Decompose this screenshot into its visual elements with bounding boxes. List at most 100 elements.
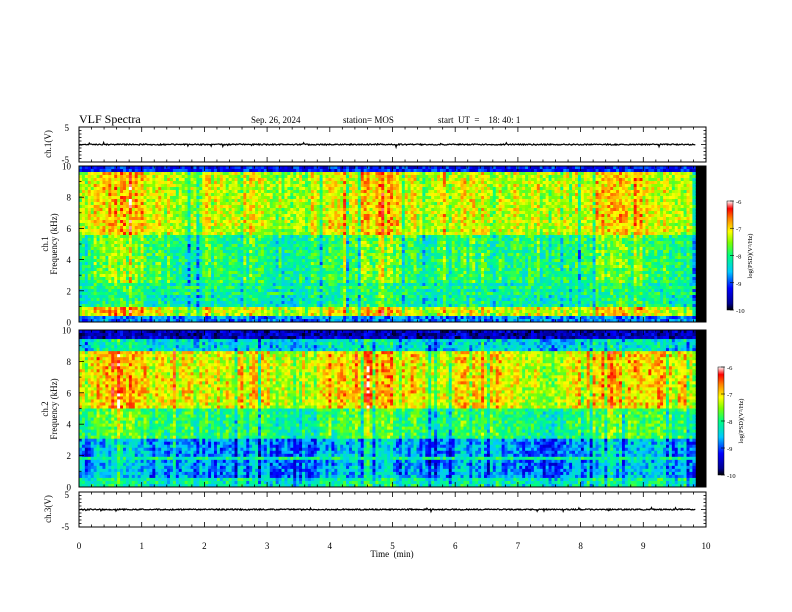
spectrogram-cell	[190, 244, 194, 248]
spectrogram-cell	[328, 253, 332, 257]
spectrogram-cell	[196, 268, 200, 272]
figure-start-time: start UT = 18: 40: 1	[438, 115, 520, 125]
spectrogram-cell	[337, 187, 341, 191]
spectrogram-cell	[146, 169, 150, 173]
spectrogram-cell	[216, 295, 221, 299]
spectrogram-cell	[334, 304, 338, 308]
spectrogram-cell	[172, 247, 177, 251]
spectrogram-cell	[272, 319, 277, 323]
spectrogram-cell	[169, 190, 174, 194]
spectrogram-cell	[316, 175, 321, 179]
spectrogram-cell	[290, 169, 294, 173]
spectrogram-cell	[243, 256, 247, 260]
spectrogram-cell	[240, 211, 244, 215]
spectrogram-cell	[87, 316, 92, 320]
spectrogram-cell	[255, 316, 259, 320]
spectrogram-cell	[313, 202, 318, 206]
spectrogram-cell	[164, 190, 168, 194]
spectrogram-cell	[331, 178, 335, 182]
spectrogram-cell	[134, 265, 139, 269]
spectrogram-cell	[319, 277, 323, 281]
spectrogram-cell	[302, 280, 306, 284]
spectrogram-cell	[340, 169, 344, 173]
spectrogram-cell	[228, 310, 233, 314]
spectrogram-cell	[263, 265, 268, 269]
spectrogram-cell	[137, 211, 142, 215]
spectrogram-cell	[343, 259, 347, 263]
spectrogram-cell	[187, 307, 191, 311]
spectrogram-cell	[93, 178, 97, 182]
spectrogram-cell	[196, 211, 200, 215]
spectrogram-cell	[258, 178, 262, 182]
spectrogram-cell	[199, 226, 203, 230]
spectrogram-cell	[351, 181, 356, 185]
spectrogram-cell	[216, 268, 221, 272]
spectrogram-cell	[205, 190, 209, 194]
spectrogram-cell	[228, 292, 233, 296]
spectrogram-cell	[293, 211, 297, 215]
spectrogram-cell	[219, 172, 224, 176]
spectrogram-cell	[181, 199, 186, 203]
spectrogram-cell	[246, 172, 250, 176]
spectrogram-cell	[334, 280, 338, 284]
spectrogram-cell	[211, 250, 215, 254]
spectrogram-cell	[161, 193, 165, 197]
spectrogram-cell	[146, 283, 150, 287]
spectrogram-cell	[293, 265, 297, 269]
spectrogram-cell	[205, 229, 209, 233]
spectrogram-cell	[304, 229, 309, 233]
spectrogram-cell	[304, 247, 309, 251]
spectrogram-cell	[111, 217, 115, 221]
spectrogram-cell	[319, 250, 323, 254]
spectrogram-cell	[293, 247, 297, 251]
spectrogram-cell	[275, 265, 279, 269]
spectrogram-cell	[287, 211, 291, 215]
spectrogram-cell	[302, 175, 306, 179]
spectrogram-cell	[114, 316, 118, 320]
spectrogram-cell	[117, 172, 121, 176]
spectrogram-cell	[161, 217, 165, 221]
spectrogram-cell	[304, 178, 309, 182]
spectrogram-cell	[284, 205, 288, 209]
spectrogram-cell	[299, 289, 303, 293]
spectrogram-cell	[243, 232, 247, 236]
spectrogram-cell	[167, 223, 171, 227]
spectrogram-cell	[258, 217, 262, 221]
spectrogram-cell	[302, 202, 306, 206]
spectrogram-cell	[310, 187, 315, 191]
spectrogram-cell	[278, 277, 282, 281]
spectrogram-cell	[105, 313, 109, 317]
spectrogram-cell	[316, 190, 321, 194]
spectrogram-cell	[131, 199, 136, 203]
spectrogram-cell	[272, 268, 277, 272]
spectrogram-cell	[290, 208, 294, 212]
spectrogram-cell	[237, 274, 241, 278]
spectrogram-cell	[260, 253, 265, 257]
spectrogram-cell	[167, 292, 171, 296]
spectrogram-cell	[93, 217, 97, 221]
spectrogram-cell	[205, 286, 209, 290]
spectrogram-cell	[231, 187, 235, 191]
spectrogram-cell	[184, 169, 188, 173]
spectrogram-cell	[346, 271, 350, 275]
spectrogram-cell	[102, 262, 106, 266]
spectrogram-cell	[310, 292, 315, 296]
spectrogram-cell	[234, 211, 238, 215]
spectrogram-cell	[293, 238, 297, 242]
spectrogram-cell	[293, 319, 297, 323]
spectrogram-cell	[246, 292, 250, 296]
spectrogram-cell	[134, 166, 139, 170]
spectrogram-cell	[240, 277, 244, 281]
spectrogram-cell	[152, 292, 156, 296]
spectrogram-cell	[111, 271, 115, 275]
spectrogram-cell	[337, 310, 341, 314]
spectrogram-cell	[131, 211, 136, 215]
spectrogram-cell	[331, 250, 335, 254]
spectrogram-cell	[187, 184, 191, 188]
spectrogram-cell	[325, 223, 329, 227]
spectrogram-cell	[90, 205, 95, 209]
spectrogram-cell	[193, 295, 197, 299]
spectrogram-cell	[260, 178, 265, 182]
spectrogram-cell	[214, 181, 218, 185]
spectrogram-cell	[131, 310, 136, 314]
